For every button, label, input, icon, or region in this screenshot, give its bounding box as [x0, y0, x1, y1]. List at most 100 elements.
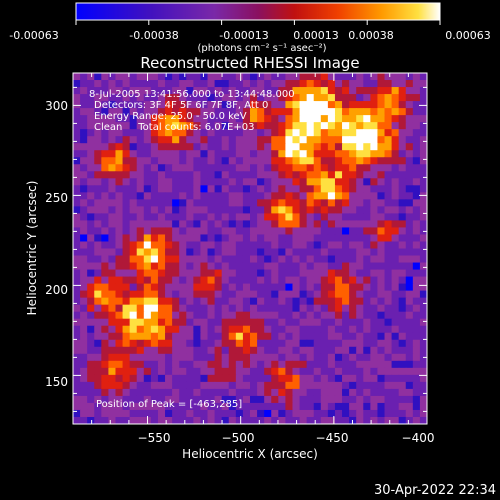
image-pixel: [80, 213, 88, 222]
image-pixel: [320, 367, 329, 376]
image-pixel: [94, 262, 102, 271]
image-pixel: [377, 164, 386, 172]
image-pixel: [285, 304, 294, 313]
image-pixel: [363, 290, 371, 299]
image-pixel: [193, 395, 202, 404]
image-pixel: [193, 206, 202, 214]
image-pixel: [143, 360, 152, 369]
image-pixel: [264, 94, 272, 102]
image-pixel: [285, 290, 294, 299]
image-pixel: [405, 73, 414, 81]
image-pixel: [101, 115, 109, 123]
image-pixel: [278, 395, 286, 404]
image-pixel: [391, 332, 400, 341]
image-pixel: [129, 157, 138, 165]
image-pixel: [129, 150, 138, 158]
image-pixel: [235, 241, 244, 250]
image-pixel: [235, 297, 244, 306]
image-pixel: [257, 248, 265, 257]
image-pixel: [327, 409, 336, 418]
image-pixel: [165, 206, 173, 214]
image-pixel: [412, 115, 421, 123]
image-pixel: [356, 122, 364, 130]
image-pixel: [342, 129, 350, 137]
image-pixel: [349, 276, 357, 285]
image-pixel: [327, 164, 336, 172]
image-pixel: [327, 388, 336, 397]
image-pixel: [363, 143, 371, 151]
image-pixel: [264, 248, 272, 257]
image-pixel: [327, 255, 336, 264]
image-pixel: [94, 206, 102, 214]
image-pixel: [186, 129, 194, 137]
image-pixel: [313, 353, 322, 362]
image-pixel: [214, 115, 223, 123]
image-pixel: [419, 171, 427, 179]
image-pixel: [264, 178, 272, 186]
image-pixel: [80, 80, 88, 88]
image-pixel: [172, 101, 180, 109]
image-pixel: [271, 255, 279, 264]
image-pixel: [214, 416, 223, 424]
image-pixel: [391, 290, 400, 299]
image-pixel: [221, 409, 230, 418]
image-pixel: [115, 360, 124, 369]
image-pixel: [200, 143, 209, 151]
image-pixel: [172, 311, 180, 320]
image-pixel: [391, 178, 400, 186]
image-pixel: [207, 73, 216, 81]
image-pixel: [157, 255, 166, 264]
image-pixel: [271, 248, 279, 257]
image-pixel: [377, 339, 386, 348]
image-pixel: [257, 318, 265, 327]
image-pixel: [250, 381, 258, 390]
image-pixel: [207, 157, 216, 165]
image-pixel: [186, 143, 194, 151]
image-pixel: [193, 143, 202, 151]
image-pixel: [193, 234, 202, 243]
image-pixel: [349, 360, 357, 369]
image-pixel: [73, 213, 81, 222]
image-pixel: [271, 269, 279, 278]
image-pixel: [94, 234, 102, 243]
image-pixel: [165, 262, 173, 271]
image-pixel: [129, 129, 138, 137]
image-pixel: [157, 136, 166, 144]
image-pixel: [122, 192, 131, 200]
image-pixel: [320, 87, 329, 95]
image-pixel: [150, 220, 159, 229]
image-pixel: [278, 290, 286, 299]
image-pixel: [419, 220, 427, 229]
image-pixel: [73, 80, 81, 88]
image-pixel: [299, 276, 308, 285]
image-pixel: [278, 332, 286, 341]
image-pixel: [356, 409, 364, 418]
image-pixel: [172, 388, 180, 397]
image-pixel: [80, 220, 88, 229]
image-pixel: [73, 269, 81, 278]
image-pixel: [349, 206, 357, 214]
image-pixel: [370, 122, 379, 130]
image-pixel: [391, 108, 400, 116]
image-pixel: [405, 395, 414, 404]
image-pixel: [398, 206, 407, 214]
image-pixel: [87, 416, 95, 424]
image-pixel: [313, 185, 322, 193]
image-pixel: [87, 325, 95, 334]
image-pixel: [334, 101, 343, 109]
image-pixel: [398, 416, 407, 424]
image-pixel: [292, 248, 301, 257]
image-pixel: [299, 360, 308, 369]
image-pixel: [136, 318, 145, 327]
image-pixel: [271, 157, 279, 165]
image-pixel: [419, 346, 427, 355]
image-pixel: [221, 262, 230, 271]
image-pixel: [292, 304, 301, 313]
image-pixel: [327, 143, 336, 151]
image-pixel: [94, 318, 102, 327]
image-pixel: [129, 325, 138, 334]
image-pixel: [172, 346, 180, 355]
image-pixel: [101, 248, 109, 257]
image-pixel: [334, 311, 343, 320]
image-pixel: [419, 402, 427, 411]
